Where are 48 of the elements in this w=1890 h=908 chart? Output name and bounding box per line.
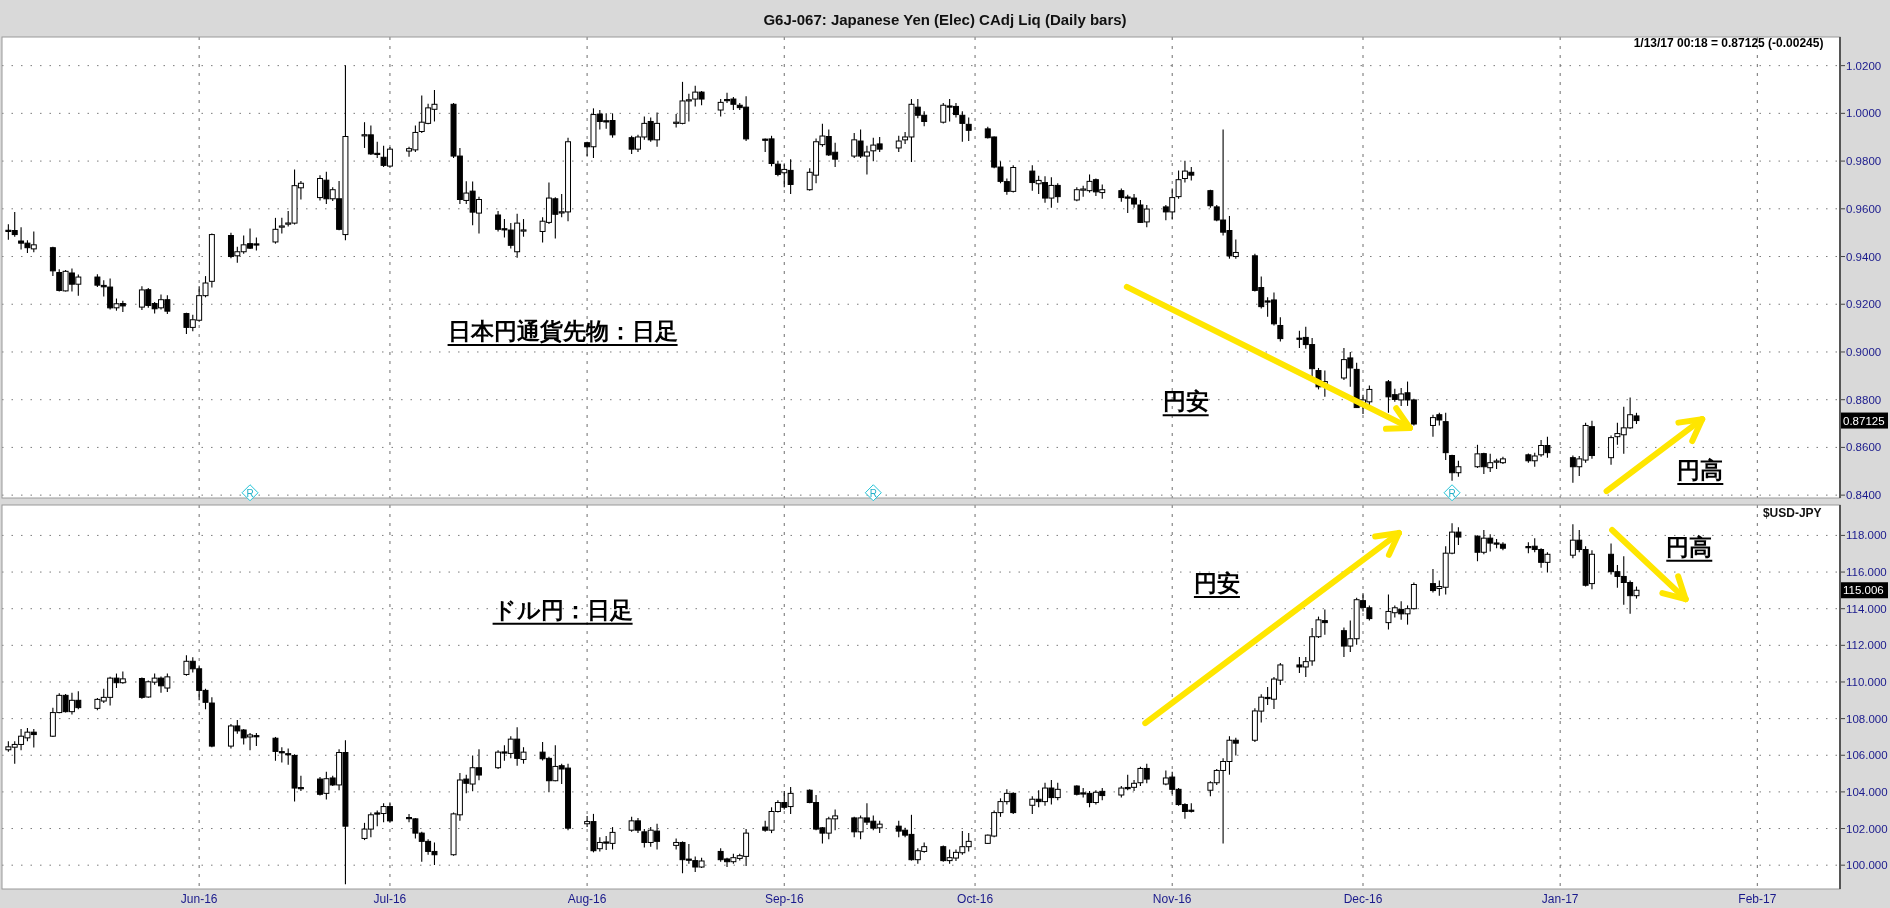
y-tick-label: 110.000 — [1846, 675, 1887, 688]
y-tick-label: 0.8400 — [1846, 489, 1882, 502]
x-tick-label: Oct-16 — [957, 892, 994, 906]
y-tick-label: 114.000 — [1846, 602, 1887, 615]
y-tick-label: 0.9800 — [1846, 155, 1882, 168]
annotation: R — [246, 487, 254, 499]
x-tick-label: Jun-16 — [180, 892, 218, 906]
y-tick-label: 1.0200 — [1846, 59, 1882, 72]
note: 円高 — [1603, 416, 1725, 495]
chart-title: G6J-067: Japanese Yen (Elec) CAdj Liq (Daily bars) — [763, 10, 1127, 28]
marker: R — [241, 484, 259, 502]
y-tick-label: 100.000 — [1846, 859, 1888, 872]
annotation: 円安 — [1162, 388, 1209, 415]
y-tick-label: 0.8600 — [1846, 441, 1882, 454]
x-tick-label: Jan-17 — [1541, 892, 1579, 906]
note: 円高 — [1609, 526, 1714, 603]
chart-title: $USD-JPY — [1762, 506, 1822, 521]
x-tick-label: Nov-16 — [1152, 892, 1192, 906]
y-tick-label: 0.9400 — [1846, 250, 1882, 263]
note: 円安 — [1123, 283, 1413, 432]
note: 日本円通貨先物：日足 — [446, 318, 679, 347]
note: 1/13/17 00:18 = 0.87125 (-0.00245) — [1633, 35, 1824, 50]
x-tick-label: Feb-17 — [1738, 892, 1777, 906]
y-tick-label: 0.8800 — [1846, 393, 1882, 406]
y-tick-label: 1.0000 — [1846, 107, 1882, 120]
marker: R — [864, 484, 882, 502]
annotation: R — [869, 487, 877, 499]
y-tick-label: 0.9600 — [1846, 202, 1882, 215]
note: ドル円：日足 — [491, 596, 634, 625]
y-tick-label: 0.9200 — [1846, 298, 1882, 311]
x-tick-label: Jul-16 — [373, 892, 407, 906]
y-tick-label: 118.000 — [1846, 529, 1887, 542]
y-tick-label: 112.000 — [1846, 639, 1887, 652]
y-tick-label: 106.000 — [1846, 749, 1888, 762]
note: 円安 — [1142, 530, 1402, 727]
x-tick-label: Sep-16 — [764, 892, 804, 906]
annotation: 円高 — [1677, 456, 1724, 483]
x-tick-label: Aug-16 — [567, 892, 607, 906]
annotation: R — [1448, 487, 1456, 499]
annotation: 円安 — [1193, 569, 1240, 596]
y-tick-label: 104.000 — [1846, 785, 1888, 798]
y-tick-label: 108.000 — [1846, 712, 1888, 725]
annotation: 円高 — [1666, 533, 1713, 560]
y-tick-label: 0.9000 — [1846, 345, 1882, 358]
y-tick-label: 116.000 — [1846, 566, 1887, 579]
x-tick-label: Dec-16 — [1343, 892, 1383, 906]
y-tick-label: 102.000 — [1846, 822, 1888, 835]
marker: R — [1443, 484, 1461, 502]
